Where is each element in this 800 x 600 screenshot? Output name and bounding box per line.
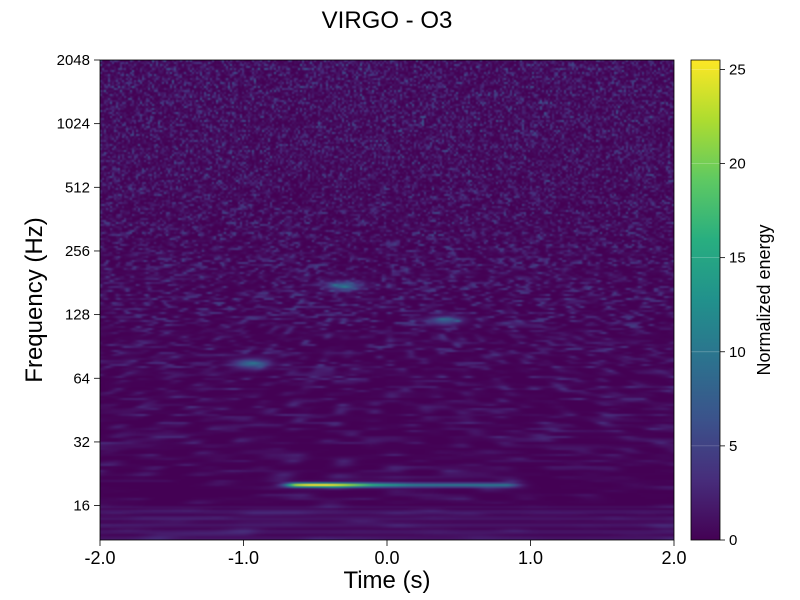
x-tick-label: 2.0 bbox=[661, 548, 686, 568]
colorbar-tick-label: 0 bbox=[729, 532, 737, 549]
x-tick-label: 0.0 bbox=[374, 548, 399, 568]
colorbar-label: Normalized energy bbox=[754, 224, 774, 375]
colorbar-frame bbox=[690, 59, 721, 541]
spectrogram-heatmap bbox=[100, 60, 674, 540]
y-tick-label: 256 bbox=[65, 243, 90, 260]
y-tick-label: 1024 bbox=[57, 116, 90, 133]
y-tick-label: 64 bbox=[73, 370, 90, 387]
x-tick-label: -1.0 bbox=[228, 548, 259, 568]
y-axis-ticks: 16 32 64 128 256 512 1024 2048 bbox=[57, 52, 100, 515]
y-tick-label: 16 bbox=[73, 498, 90, 515]
y-tick-label: 128 bbox=[65, 307, 90, 324]
x-tick-label: -2.0 bbox=[84, 548, 115, 568]
y-tick-label: 32 bbox=[73, 434, 90, 451]
y-axis-label: Frequency (Hz) bbox=[21, 217, 48, 382]
colorbar-tick-label: 10 bbox=[729, 344, 746, 361]
colorbar-ticks: 0 5 10 15 20 25 bbox=[691, 61, 746, 549]
chart-title: VIRGO - O3 bbox=[322, 7, 453, 34]
y-tick-label: 2048 bbox=[57, 52, 90, 69]
colorbar-tick-label: 5 bbox=[729, 438, 737, 455]
x-tick-label: 1.0 bbox=[518, 548, 543, 568]
colorbar-tick-label: 20 bbox=[729, 156, 746, 173]
colorbar-tick-label: 15 bbox=[729, 250, 746, 267]
x-axis-ticks: -2.0 -1.0 0.0 1.0 2.0 bbox=[84, 540, 687, 568]
colorbar bbox=[691, 60, 720, 540]
colorbar-tick-label: 25 bbox=[729, 61, 746, 78]
y-tick-label: 512 bbox=[65, 179, 90, 196]
x-axis-label: Time (s) bbox=[343, 567, 430, 594]
